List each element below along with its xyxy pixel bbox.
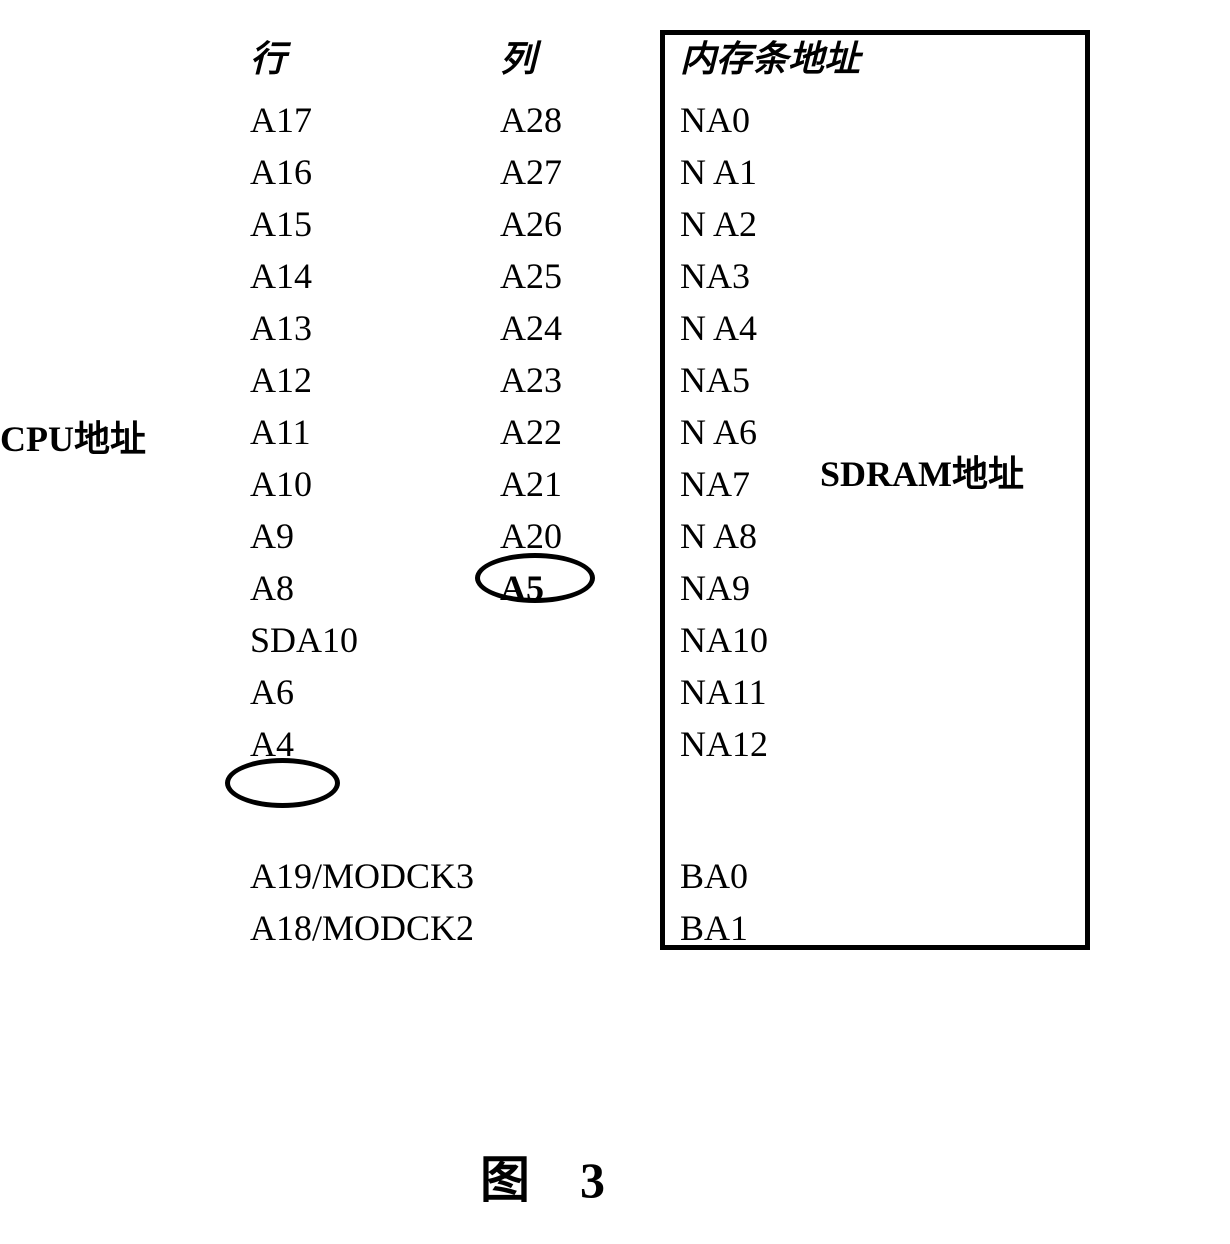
mem-cell: NA0 [680, 94, 1090, 146]
col-cell: A26 [500, 198, 670, 250]
mem-cell: N A2 [680, 198, 1090, 250]
bottom-row-cell: A19/MODCK3 [250, 850, 474, 902]
row-column: 行 A17 A16 A15 A14 A13 A12 A11 A10 A9 A8 … [250, 30, 480, 770]
mem-cell: NA5 [680, 354, 1090, 406]
col-cell: A23 [500, 354, 670, 406]
bottom-mem-column: BA0 BA1 [680, 850, 748, 954]
col-cell: A25 [500, 250, 670, 302]
mem-cell: N A6 [680, 406, 1090, 458]
row-cell: A12 [250, 354, 480, 406]
ellipse-a4-icon [225, 758, 340, 808]
row-cell: A11 [250, 406, 480, 458]
col-cell: A24 [500, 302, 670, 354]
memory-column: 内存条地址 NA0 N A1 N A2 NA3 N A4 NA5 N A6 NA… [670, 30, 1090, 770]
mem-cell: N A8 [680, 510, 1090, 562]
mem-cell: NA7 [680, 458, 1090, 510]
mem-cell: NA11 [680, 666, 1090, 718]
col-cell: A22 [500, 406, 670, 458]
row-cell: A13 [250, 302, 480, 354]
col-cell: A21 [500, 458, 670, 510]
mem-cell: NA3 [680, 250, 1090, 302]
row-cell: A16 [250, 146, 480, 198]
row-header: 行 [250, 30, 480, 82]
col-cell: A27 [500, 146, 670, 198]
col-header: 列 [500, 30, 670, 82]
bottom-mem-cell: BA1 [680, 902, 748, 954]
mem-cell: N A1 [680, 146, 1090, 198]
row-cell: A9 [250, 510, 480, 562]
row-cell: SDA10 [250, 614, 480, 666]
cpu-address-label: CPU地址 [0, 410, 146, 462]
mem-cell: N A4 [680, 302, 1090, 354]
row-cell: A8 [250, 562, 480, 614]
ellipse-a5-icon [475, 553, 595, 603]
row-cell: A10 [250, 458, 480, 510]
row-cell: A6 [250, 666, 480, 718]
mem-cell: NA10 [680, 614, 1090, 666]
bottom-mem-cell: BA0 [680, 850, 748, 902]
row-cell: A15 [250, 198, 480, 250]
col-cell: A28 [500, 94, 670, 146]
figure-label: 图 3 [480, 1140, 605, 1212]
bottom-row-column: A19/MODCK3 A18/MODCK2 [250, 850, 474, 954]
bottom-row-cell: A18/MODCK2 [250, 902, 474, 954]
mem-cell: NA9 [680, 562, 1090, 614]
memory-header: 内存条地址 [680, 30, 1090, 82]
row-cell: A17 [250, 94, 480, 146]
col-column: 列 A28 A27 A26 A25 A24 A23 A22 A21 A20 A5 [500, 30, 670, 614]
row-cell: A14 [250, 250, 480, 302]
mem-cell: NA12 [680, 718, 1090, 770]
